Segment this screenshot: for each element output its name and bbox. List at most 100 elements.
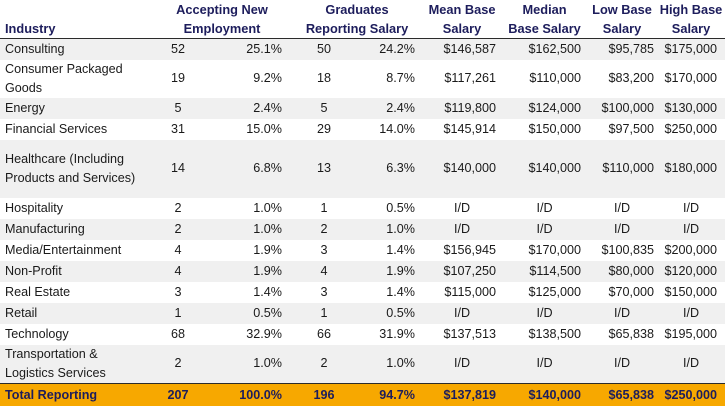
cell-accept-count: 4 (152, 260, 204, 282)
cell-mean: $137,513 (443, 326, 497, 341)
cell-mean: $145,914 (443, 121, 497, 136)
total-mean: $137,819 (422, 382, 503, 406)
cell-grad-count: 3 (320, 284, 328, 299)
cell-median: $150,000 (528, 121, 582, 136)
cell-high: $130,000 (657, 97, 725, 119)
total-grad-percent: 94.7% (356, 382, 423, 406)
table-row: Retail 1 0.5% 1 0.5% I/D I/D I/D I/D (0, 302, 725, 324)
cell-grad-count: 66 (317, 326, 332, 341)
cell-grad-count: 29 (317, 121, 332, 136)
cell-high: I/D (657, 344, 725, 383)
header-mean-line2: Salary (442, 21, 482, 36)
cell-high: $175,000 (657, 38, 725, 60)
cell-low: $95,785 (587, 38, 658, 60)
cell-low: I/D (613, 200, 631, 215)
table-footer: Total Reporting 207 100.0% 196 94.7% $13… (0, 382, 725, 406)
cell-high: $150,000 (664, 284, 718, 299)
cell-high: $200,000 (664, 242, 718, 257)
cell-accept-percent: 1.9% (204, 260, 293, 282)
cell-industry: Consumer Packaged Goods (5, 61, 123, 95)
table-row: Non-Profit 4 1.9% 4 1.9% $107,250 $114,5… (0, 260, 725, 282)
header-row: Industry Accepting New Employment Gradua… (0, 0, 725, 39)
total-low: $65,838 (587, 382, 658, 406)
cell-high: $120,000 (657, 260, 725, 282)
cell-industry: Manufacturing (0, 218, 152, 240)
header-industry-line1: Industry (5, 21, 56, 36)
header-median-salary: Median Base Salary (502, 0, 588, 39)
cell-median: I/D (536, 200, 553, 215)
cell-accept-percent: 1.0% (204, 218, 293, 240)
cell-low: $70,000 (608, 284, 655, 299)
total-row: Total Reporting 207 100.0% 196 94.7% $13… (0, 382, 725, 406)
cell-grad-percent: 0.5% (386, 200, 416, 215)
cell-low: $100,000 (587, 97, 658, 119)
cell-accept-percent: 25.1% (204, 38, 293, 60)
cell-industry: Retail (0, 302, 152, 324)
cell-grad-percent: 1.9% (356, 260, 423, 282)
cell-median: $110,000 (529, 71, 582, 85)
table-row: Media/Entertainment 4 1.9% 3 1.4% $156,9… (0, 240, 725, 261)
cell-low: $110,000 (587, 139, 658, 198)
cell-low: $97,500 (608, 121, 655, 136)
cell-median: $114,500 (502, 260, 588, 282)
cell-median: I/D (502, 218, 588, 240)
cell-high: $195,000 (664, 326, 718, 341)
cell-accept-count: 31 (170, 121, 185, 136)
cell-grad-count: 2 (292, 344, 357, 383)
cell-industry: Hospitality (5, 200, 64, 215)
cell-high: $180,000 (657, 139, 725, 198)
cell-accept-percent: 6.8% (204, 139, 293, 198)
cell-industry: Real Estate (5, 284, 71, 299)
cell-accept-percent: 1.0% (204, 344, 293, 383)
table-row: Transportation & Logistics Services 2 1.… (0, 344, 725, 383)
cell-grad-count: 2 (292, 218, 357, 240)
cell-high: I/D (657, 302, 725, 324)
cell-grad-count: 4 (292, 260, 357, 282)
cell-accept-count: 68 (170, 326, 185, 341)
total-median: $140,000 (502, 382, 588, 406)
table-header: Industry Accepting New Employment Gradua… (0, 0, 725, 39)
total-grad-count: 196 (292, 382, 357, 406)
header-accepting-line1: Accepting New (176, 2, 268, 17)
cell-median: $138,500 (528, 326, 582, 341)
cell-grad-count: 1 (292, 302, 357, 324)
total-accept-count: 207 (152, 382, 204, 406)
table-row: Manufacturing 2 1.0% 2 1.0% I/D I/D I/D … (0, 218, 725, 240)
cell-industry: Media/Entertainment (5, 242, 122, 257)
cell-accept-count: 14 (152, 139, 204, 198)
cell-accept-percent: 1.4% (253, 284, 283, 299)
cell-high: I/D (657, 218, 725, 240)
cell-median: $140,000 (502, 139, 588, 198)
header-low-line1: Low Base (592, 2, 652, 17)
cell-industry: Non-Profit (0, 260, 152, 282)
cell-accept-count: 1 (152, 302, 204, 324)
cell-accept-percent: 15.0% (246, 121, 283, 136)
cell-grad-percent: 2.4% (356, 97, 423, 119)
cell-accept-count: 2 (152, 344, 204, 383)
header-median-line1: Median (522, 2, 567, 17)
table-row: Consumer Packaged Goods 19 9.2% 18 8.7% … (0, 60, 725, 98)
cell-industry: Consulting (0, 38, 152, 60)
cell-accept-percent: 1.0% (253, 200, 283, 215)
cell-grad-percent: 0.5% (356, 302, 423, 324)
table-row: Hospitality 2 1.0% 1 0.5% I/D I/D I/D I/… (0, 198, 725, 219)
header-low-salary: Low Base Salary (587, 0, 658, 39)
header-graduates-reporting: Graduates Reporting Salary (292, 0, 423, 39)
cell-median: I/D (502, 302, 588, 324)
header-graduates-line2: Reporting Salary (305, 21, 409, 36)
header-mean-salary: Mean Base Salary (422, 0, 503, 39)
total-high: $250,000 (657, 382, 725, 406)
header-high-salary: High Base Salary (657, 0, 725, 39)
table-row: Real Estate 3 1.4% 3 1.4% $115,000 $125,… (0, 282, 725, 303)
cell-accept-percent: 9.2% (253, 71, 283, 85)
cell-low: I/D (587, 218, 658, 240)
cell-accept-percent: 32.9% (246, 326, 283, 341)
total-accept-percent: 100.0% (204, 382, 293, 406)
cell-mean: I/D (422, 302, 503, 324)
cell-mean: $115,000 (444, 284, 497, 299)
cell-grad-percent: 6.3% (356, 139, 423, 198)
cell-high: $250,000 (664, 121, 718, 136)
cell-median: $125,000 (528, 284, 582, 299)
header-high-line2: Salary (671, 21, 711, 36)
